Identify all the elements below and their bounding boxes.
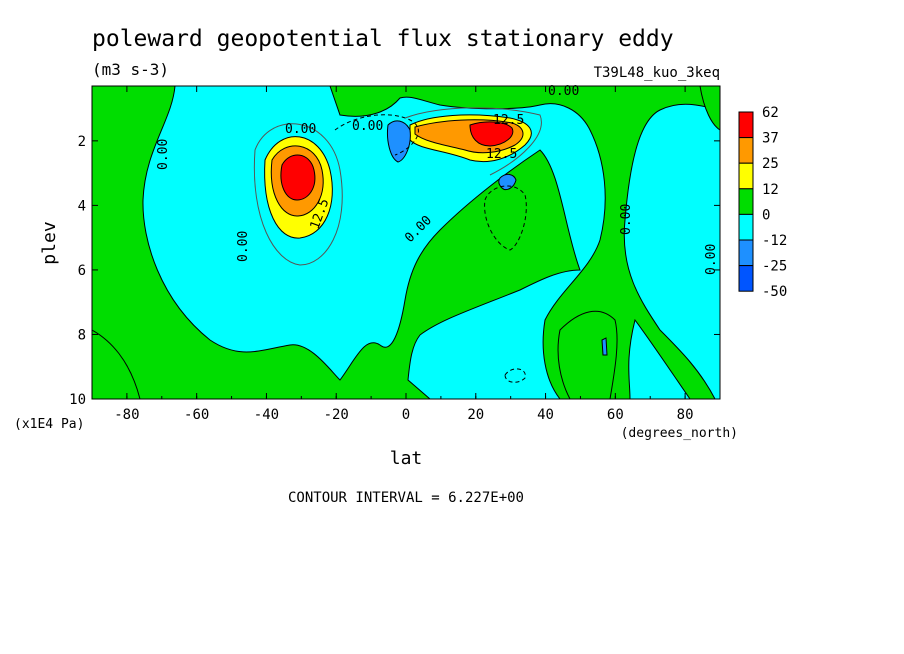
colorbar-label: 25 <box>762 156 779 172</box>
contour-label: 0.00 <box>285 122 316 137</box>
y-axis-units: (x1E4 Pa) <box>14 417 84 432</box>
x-tick-label: 20 <box>467 407 484 423</box>
colorbar-swatch <box>738 188 754 215</box>
dataset-label: T39L48_kuo_3keq <box>594 65 720 81</box>
x-tick-label: 0 <box>402 407 410 423</box>
colorbar: 62 37 25 12 0 -12 -25 -50 <box>738 105 787 300</box>
colorbar-label: 12 <box>762 182 779 198</box>
contour-label: 12.5 <box>486 147 517 162</box>
north-max-red <box>469 121 514 147</box>
colorbar-swatch <box>738 111 754 139</box>
neg-contour-2 <box>484 185 527 251</box>
x-axis-units: (degrees_north) <box>621 426 738 441</box>
positive-region-main <box>92 86 581 399</box>
contour-field <box>92 86 720 399</box>
x-axis-label: lat <box>390 448 423 469</box>
colorbar-swatch <box>738 137 754 164</box>
y-tick-label: 8 <box>78 327 86 343</box>
colorbar-swatch <box>738 162 754 190</box>
colorbar-swatch <box>738 265 754 292</box>
y-tick-label: 6 <box>78 263 86 279</box>
colorbar-label: -12 <box>762 233 787 249</box>
south-max-red <box>280 154 316 201</box>
positive-region-southeast <box>557 310 618 399</box>
contour-labels: 0.00 0.00 0.00 0.00 0.00 0.00 0.00 0.00 … <box>156 84 719 275</box>
contour-interval-text: CONTOUR INTERVAL = 6.227E+00 <box>288 490 524 506</box>
contour-label: 0.00 <box>236 231 251 262</box>
x-tick-label: -60 <box>184 407 209 423</box>
chart-title: poleward geopotential flux stationary ed… <box>92 26 674 52</box>
neg-contour-3 <box>504 368 526 383</box>
y-axis: 2 4 6 8 10 <box>69 134 720 408</box>
contour-label: 0.00 <box>704 244 719 275</box>
y-tick-label: 10 <box>69 392 86 408</box>
pos-contour-2 <box>404 107 542 176</box>
positive-region-north <box>329 86 720 399</box>
x-tick-label: -80 <box>114 407 139 423</box>
equatorial-min <box>387 120 411 163</box>
x-tick-label: -40 <box>254 407 279 423</box>
x-axis: -80 -60 -40 -20 0 20 40 60 80 <box>91 86 721 423</box>
x-tick-label: 40 <box>537 407 554 423</box>
small-min <box>601 337 608 356</box>
pos-contour-1 <box>253 123 343 266</box>
contour-label: 12.5 <box>493 113 524 128</box>
neg-contour-1 <box>334 114 419 156</box>
y-axis-label: plev <box>39 221 60 264</box>
y-tick-label: 4 <box>78 198 86 214</box>
colorbar-swatch <box>738 239 754 267</box>
colorbar-label: -50 <box>762 284 787 300</box>
units-label: (m3 s-3) <box>92 60 169 79</box>
positive-region-east-upper <box>699 86 720 131</box>
colorbar-label: 62 <box>762 105 779 121</box>
colorbar-label: -25 <box>762 259 787 275</box>
colorbar-label: 0 <box>762 207 770 223</box>
colorbar-swatch <box>738 213 754 241</box>
y-tick-label: 2 <box>78 134 86 150</box>
colorbar-label: 37 <box>762 131 779 147</box>
contour-label: 0.00 <box>619 204 634 235</box>
x-tick-label: 80 <box>677 407 694 423</box>
x-tick-label: 60 <box>607 407 624 423</box>
contour-label: 0.00 <box>156 139 171 170</box>
contour-label: 0.00 <box>352 119 383 134</box>
contour-label: 0.00 <box>548 84 579 99</box>
x-tick-label: -20 <box>324 407 349 423</box>
